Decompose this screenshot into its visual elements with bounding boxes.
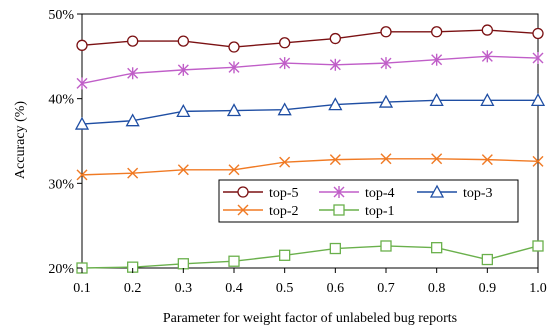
- data-point-top-2: [228, 164, 240, 176]
- data-point-top-2: [329, 154, 341, 166]
- legend-marker-top-3: [429, 184, 445, 198]
- data-point-top-4: [481, 50, 493, 63]
- data-point-top-3: [530, 93, 546, 107]
- data-point-top-4: [76, 77, 88, 90]
- data-point-top-1: [431, 242, 443, 254]
- data-point-top-1: [532, 240, 544, 252]
- data-point-top-5: [532, 27, 544, 40]
- data-point-top-3: [378, 94, 394, 108]
- data-point-top-3: [226, 103, 242, 117]
- data-point-top-5: [76, 39, 88, 51]
- data-point-top-3: [277, 102, 292, 116]
- y-tick-label: 40%: [48, 93, 74, 108]
- data-point-top-3: [176, 104, 191, 118]
- x-tick-label: 0.6: [327, 281, 345, 296]
- data-point-top-2: [431, 153, 443, 165]
- x-tick-label: 0.2: [124, 281, 142, 296]
- data-point-top-4: [380, 57, 392, 70]
- data-point-top-3: [480, 93, 495, 107]
- legend-label-top-3: top-3: [463, 186, 493, 201]
- data-point-top-2: [127, 167, 139, 179]
- data-point-top-4: [127, 67, 139, 80]
- data-point-top-2: [279, 156, 291, 168]
- series-line-top-5: [81, 29, 539, 48]
- data-point-top-5: [431, 26, 443, 38]
- data-point-top-3: [125, 113, 140, 127]
- data-point-top-3: [328, 97, 343, 111]
- y-tick-label: 50%: [48, 8, 74, 23]
- data-point-top-1: [279, 249, 291, 261]
- data-point-top-5: [380, 26, 392, 38]
- x-axis-label: Parameter for weight factor of unlabeled…: [163, 311, 457, 326]
- x-tick-label: 0.1: [73, 281, 91, 296]
- legend-label-top-5: top-5: [269, 186, 299, 201]
- data-point-top-5: [481, 24, 493, 36]
- data-point-top-5: [228, 41, 240, 53]
- data-point-top-4: [228, 61, 240, 74]
- legend-label-top-4: top-4: [365, 186, 395, 201]
- legend-box: [218, 179, 519, 223]
- plot-frame: [81, 13, 539, 269]
- data-point-top-2: [481, 154, 493, 166]
- data-point-top-2: [177, 164, 189, 176]
- legend-marker-top-1: [333, 204, 345, 216]
- series-line-top-3: [81, 99, 538, 125]
- data-point-top-1: [481, 253, 493, 266]
- data-point-top-2: [532, 155, 544, 167]
- data-point-top-4: [431, 53, 443, 66]
- legend-marker-top-5: [237, 186, 249, 198]
- x-tick-label: 0.9: [479, 281, 497, 296]
- data-point-top-2: [76, 169, 88, 181]
- legend-label-top-2: top-2: [269, 204, 299, 219]
- x-tick-label: 0.5: [276, 281, 294, 296]
- data-point-top-1: [329, 242, 341, 255]
- data-point-top-5: [127, 35, 139, 47]
- data-point-top-2: [380, 153, 392, 165]
- y-tick-label: 20%: [48, 262, 74, 277]
- y-axis-label: Accuracy (%): [13, 101, 28, 179]
- series-line-top-2: [81, 158, 539, 176]
- data-point-top-3: [74, 116, 90, 130]
- data-point-top-3: [429, 93, 444, 107]
- x-tick-label: 0.7: [377, 281, 395, 296]
- series-line-top-1: [81, 245, 539, 269]
- x-tick-label: 0.8: [428, 281, 446, 296]
- data-point-top-4: [279, 57, 291, 70]
- legend-marker-top-2: [237, 204, 249, 216]
- data-point-top-4: [532, 52, 544, 65]
- data-point-top-1: [228, 255, 240, 267]
- x-tick-label: 0.3: [175, 281, 193, 296]
- series-line-top-4: [81, 55, 539, 85]
- y-tick-label: 30%: [48, 177, 74, 192]
- legend-marker-top-4: [333, 186, 345, 198]
- x-tick-label: 1.0: [529, 281, 547, 296]
- data-point-top-4: [177, 63, 189, 76]
- data-point-top-1: [380, 240, 392, 252]
- legend: top-5 top-4 top-3 top-2 top-1: [218, 179, 519, 223]
- data-point-top-1: [177, 258, 189, 270]
- data-point-top-4: [329, 58, 341, 71]
- data-point-top-5: [279, 37, 291, 49]
- data-point-top-5: [329, 32, 341, 45]
- x-tick-label: 0.4: [225, 281, 243, 296]
- data-point-top-5: [177, 35, 189, 47]
- legend-label-top-1: top-1: [365, 204, 395, 219]
